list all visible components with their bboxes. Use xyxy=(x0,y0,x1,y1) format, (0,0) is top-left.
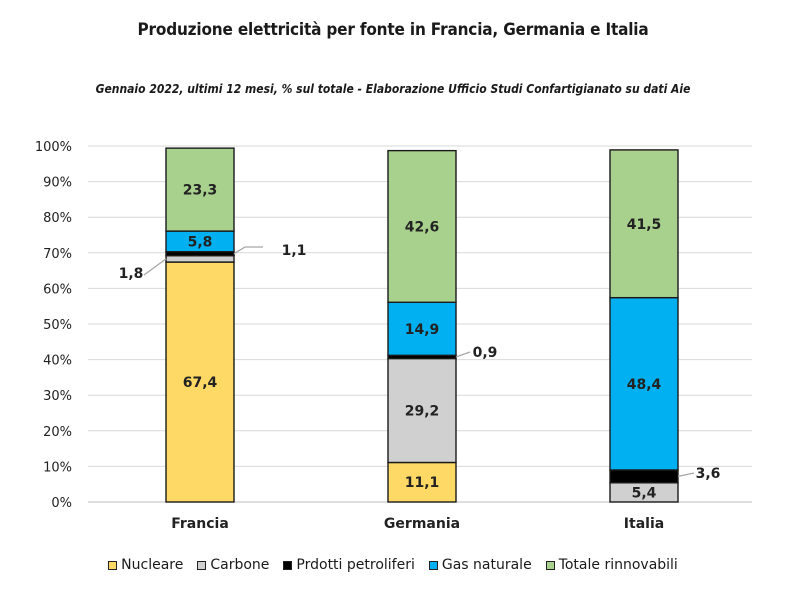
y-tick-label: 40% xyxy=(43,354,72,369)
data-label: 5,8 xyxy=(188,234,213,250)
y-tick-label: 0% xyxy=(51,496,72,511)
y-tick-label: 20% xyxy=(43,425,72,440)
legend-label: Prdotti petroliferi xyxy=(296,557,415,573)
bar-segment xyxy=(387,149,457,303)
data-label: 5,4 xyxy=(632,485,657,501)
y-tick-label: 80% xyxy=(43,211,72,226)
legend-item: Gas naturale xyxy=(428,557,532,573)
y-tick-label: 30% xyxy=(43,389,72,404)
legend-item: Nucleare xyxy=(108,557,183,573)
data-label: 29,2 xyxy=(405,404,440,420)
bar-segment xyxy=(609,149,679,299)
legend-label: Totale rinnovabili xyxy=(558,557,678,573)
data-label: 3,6 xyxy=(696,466,721,482)
bar-segment xyxy=(165,261,235,503)
legend-item: Prdotti petroliferi xyxy=(283,557,415,573)
legend-label: Nucleare xyxy=(121,557,184,573)
bar-segment xyxy=(387,461,457,503)
data-label: 48,4 xyxy=(627,377,662,393)
y-tick-label: 90% xyxy=(43,176,72,191)
y-tick-label: 100% xyxy=(35,140,72,155)
legend-label: Carbone xyxy=(210,557,270,573)
x-tick-label: Italia xyxy=(624,516,664,532)
data-label: 41,5 xyxy=(627,217,662,233)
bar-segment xyxy=(387,357,457,464)
bar-segment xyxy=(609,469,679,484)
legend-swatch xyxy=(108,560,118,570)
y-tick-label: 50% xyxy=(43,318,72,333)
leader-line xyxy=(143,258,167,276)
legend-item: Carbone xyxy=(197,557,269,573)
data-label: 42,6 xyxy=(405,219,440,235)
legend-swatch xyxy=(197,560,207,570)
legend-item: Totale rinnovabili xyxy=(545,557,678,573)
bar-segment xyxy=(165,254,235,263)
data-label: 23,3 xyxy=(183,183,218,199)
data-label: 0,9 xyxy=(473,345,498,361)
chart-legend: Nucleare Carbone Prdotti petroliferi Gas na… xyxy=(0,557,786,573)
data-label: 11,1 xyxy=(405,475,440,491)
chart-title: Produzione elettricità per fonte in Fran… xyxy=(137,20,649,40)
legend-label: Gas naturale xyxy=(441,557,532,573)
data-label: 1,8 xyxy=(119,266,144,282)
leader-line xyxy=(233,246,263,255)
x-tick-label: Francia xyxy=(171,516,229,532)
chart-subtitle: Gennaio 2022, ultimi 12 mesi, % sul tota… xyxy=(95,82,691,96)
leader-line xyxy=(455,351,471,358)
legend-swatch xyxy=(283,560,293,570)
leader-line xyxy=(677,472,695,478)
y-tick-label: 70% xyxy=(43,247,72,262)
bar-segment xyxy=(165,147,235,232)
y-tick-label: 60% xyxy=(43,282,72,297)
legend-swatch xyxy=(545,560,555,570)
stacked-bar-chart: 0% 10% 20% 30% 40% 50% 60% 70% 80% 90% 100% Francia… xyxy=(35,140,752,532)
y-tick-label: 10% xyxy=(43,460,72,475)
data-label: 14,9 xyxy=(405,322,440,338)
x-tick-label: Germania xyxy=(384,516,460,532)
data-label: 1,1 xyxy=(282,243,307,259)
data-label: 67,4 xyxy=(183,375,218,391)
legend-swatch xyxy=(428,560,438,570)
bar-segment xyxy=(609,296,679,471)
bar-segment xyxy=(387,301,457,357)
